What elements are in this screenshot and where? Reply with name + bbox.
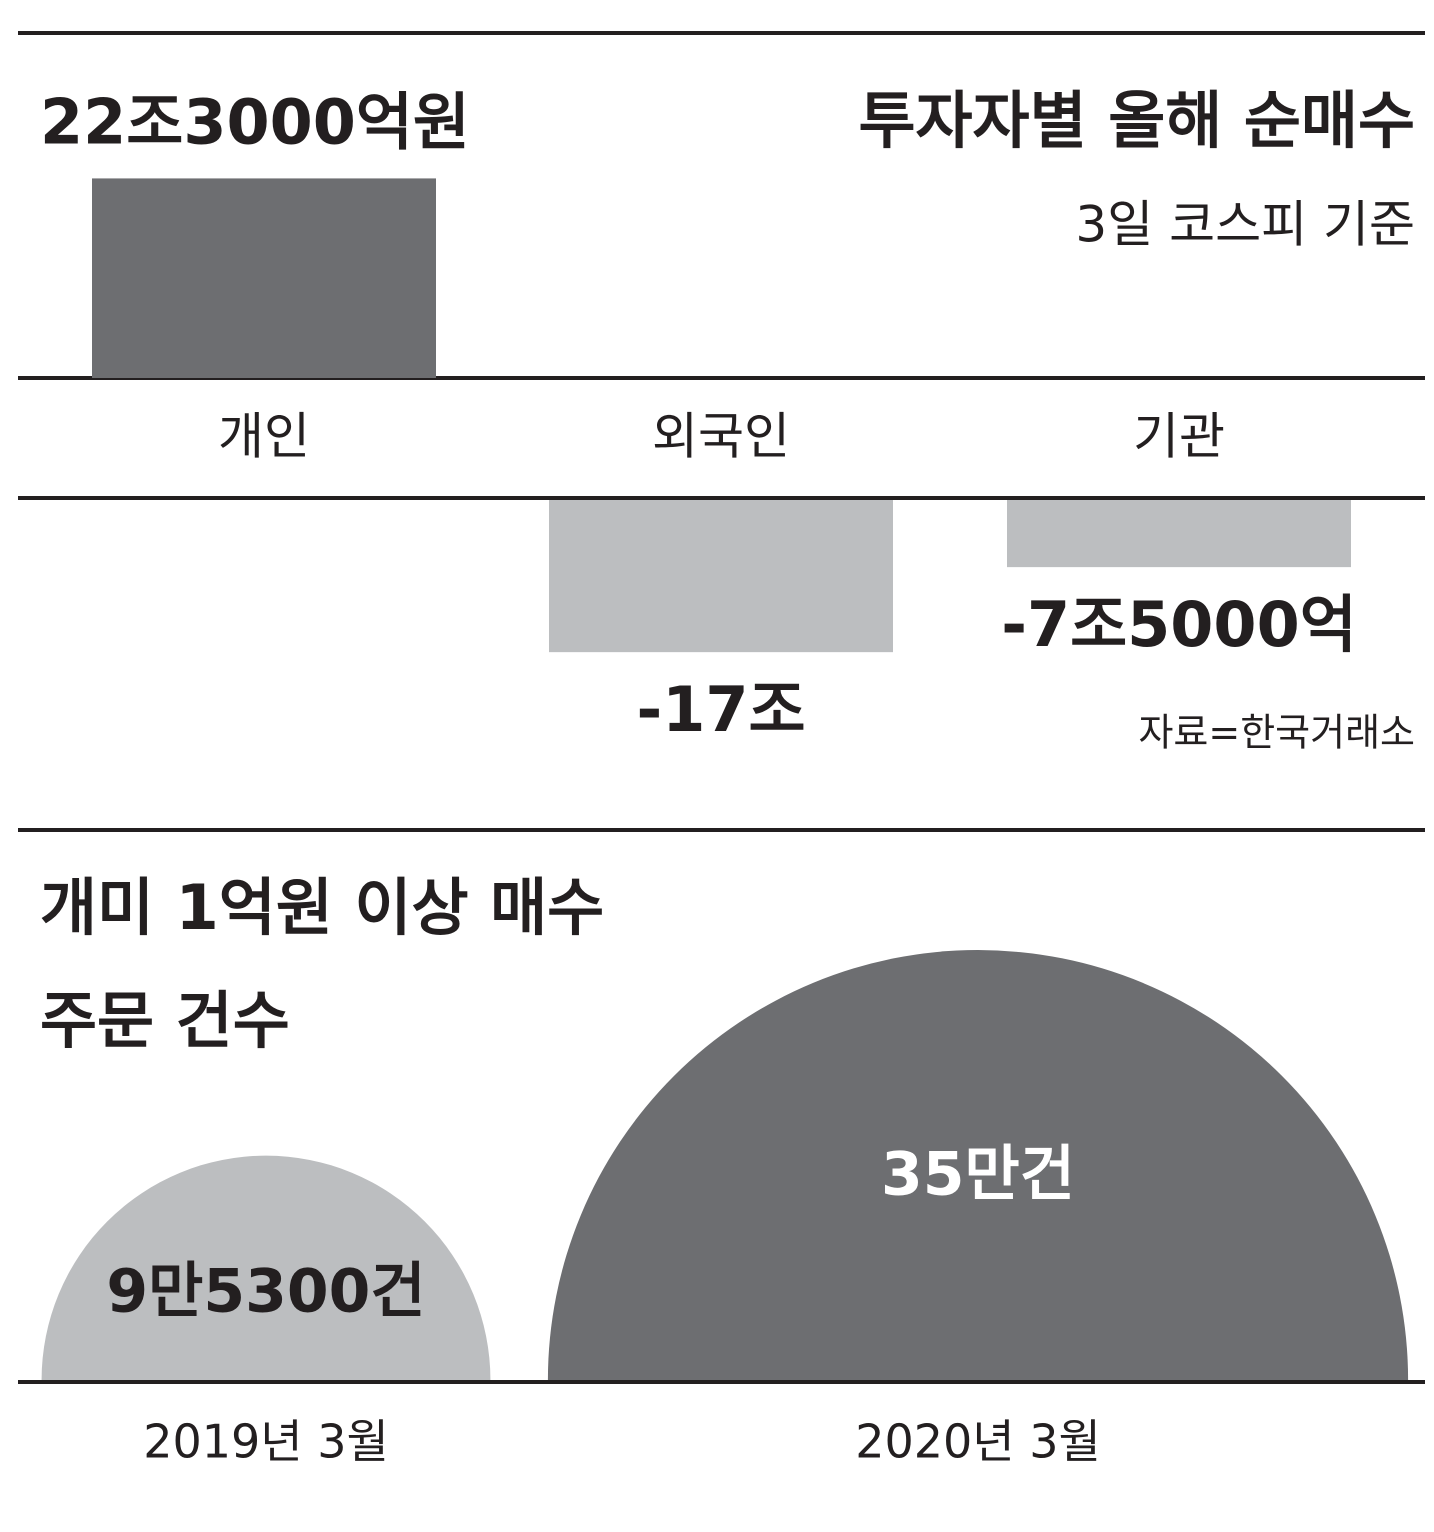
chart-title: 개미 1억원 이상 매수 (40, 871, 604, 944)
chart-title: 주문 건수 (40, 984, 290, 1057)
value-label: 22조3000억원 (40, 86, 470, 159)
semicircle (547, 950, 1409, 1380)
bar (92, 178, 436, 378)
category-label: 2020년 3월 (855, 1415, 1101, 1469)
semicircle (41, 1155, 491, 1380)
value-label: 9만5300건 (106, 1256, 425, 1326)
chart-title: 투자자별 올해 순매수 (858, 84, 1415, 157)
category-label: 외국인 (652, 408, 790, 466)
source: 자료=한국거래소 (1138, 711, 1415, 755)
category-label: 2019년 3월 (143, 1415, 389, 1469)
bar (549, 500, 893, 653)
value-label: -7조5000억 (1001, 588, 1357, 661)
chart-subtitle: 3일 코스피 기준 (1075, 196, 1415, 254)
category-label: 기관 (1133, 408, 1225, 466)
value-label: -17조 (636, 673, 805, 746)
category-label: 개인 (218, 408, 310, 466)
bar (1007, 500, 1351, 568)
value-label: 35만건 (881, 1139, 1075, 1209)
